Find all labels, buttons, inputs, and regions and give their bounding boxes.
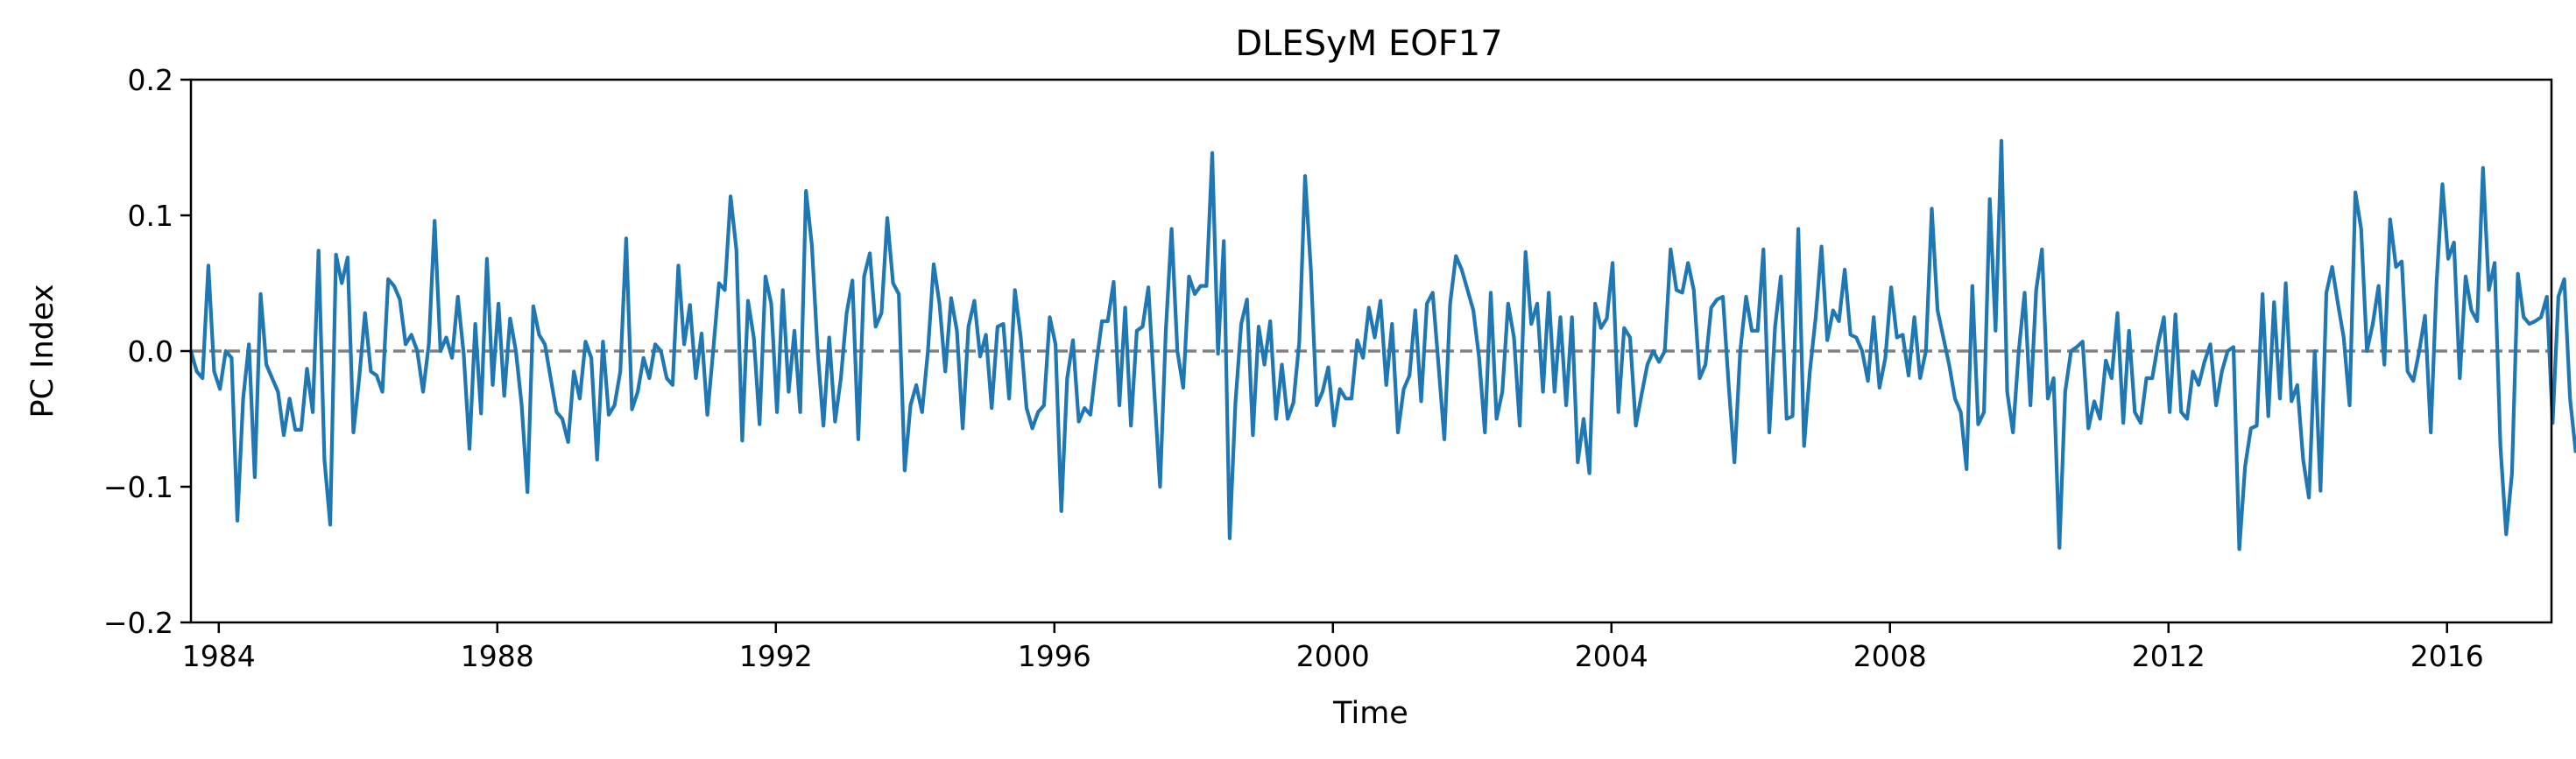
x-tick-label: 2004 <box>1575 639 1648 673</box>
x-tick-label: 2012 <box>2132 639 2205 673</box>
x-tick-label: 1984 <box>182 639 256 673</box>
y-tick-label: 0.0 <box>128 334 173 369</box>
x-axis-label: Time <box>1332 696 1408 731</box>
x-tick-label: 2016 <box>2410 639 2484 673</box>
x-tick-label: 1996 <box>1018 639 1091 673</box>
y-tick-label: −0.2 <box>103 606 173 640</box>
x-tick-label: 2008 <box>1853 639 1927 673</box>
y-tick-label: 0.2 <box>128 63 173 97</box>
y-tick-label: −0.1 <box>103 470 173 504</box>
chart-title: DLESyM EOF17 <box>1235 24 1502 64</box>
y-axis-label: PC Index <box>25 284 60 418</box>
x-tick-label: 1988 <box>461 639 534 673</box>
series-line <box>188 138 2576 552</box>
x-tick-label: 2000 <box>1296 639 1370 673</box>
y-tick-label: 0.1 <box>128 199 173 233</box>
x-axis: 1984 1988 1992 1996 2000 2004 2008 2012 2016 <box>182 622 2484 673</box>
y-axis: −0.2 −0.1 0.0 0.1 0.2 <box>103 63 191 640</box>
x-tick-label: 1992 <box>739 639 813 673</box>
